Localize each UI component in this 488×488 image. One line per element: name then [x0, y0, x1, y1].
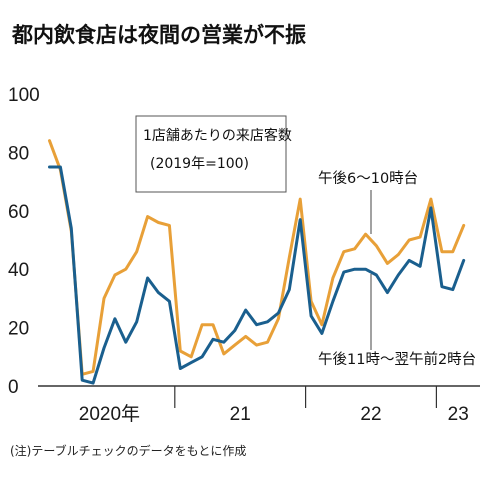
x-tick-label: 2020年 [79, 403, 140, 425]
series-label-evening: 午後6〜10時台 [318, 170, 418, 187]
series-label-late-night: 午後11時〜翌午前2時台 [318, 351, 476, 368]
chart-subtitle-note: (2019年=100) [150, 156, 249, 172]
legend-box-frame [135, 115, 287, 193]
series-lines [48, 139, 466, 385]
x-axis-year-labels: 2020年 21 22 23 [79, 403, 469, 425]
y-axis: 0 20 40 60 80 100 [8, 85, 40, 398]
x-tick-label: 22 [360, 404, 381, 425]
y-tick-label: 80 [8, 143, 29, 164]
chart-note: (注)テーブルチェックのデータをもとに作成 [10, 443, 246, 458]
y-tick-label: 20 [8, 319, 29, 340]
x-axis-ticks [174, 386, 437, 408]
x-tick-label: 21 [230, 404, 251, 425]
x-tick-label: 23 [448, 404, 469, 425]
y-tick-label: 60 [8, 202, 29, 223]
y-tick-label: 0 [8, 377, 19, 398]
series-line-late-night [48, 165, 466, 385]
chart-title: 都内飲食店は夜間の営業が不振 [11, 23, 306, 47]
y-tick-label: 100 [8, 85, 40, 106]
y-tick-label: 40 [8, 260, 29, 281]
series-line-evening [48, 139, 466, 376]
legend-box: 1店舗あたりの来店客数 (2019年=100) [135, 115, 292, 193]
chart-subtitle: 1店舗あたりの来店客数 [143, 127, 292, 144]
